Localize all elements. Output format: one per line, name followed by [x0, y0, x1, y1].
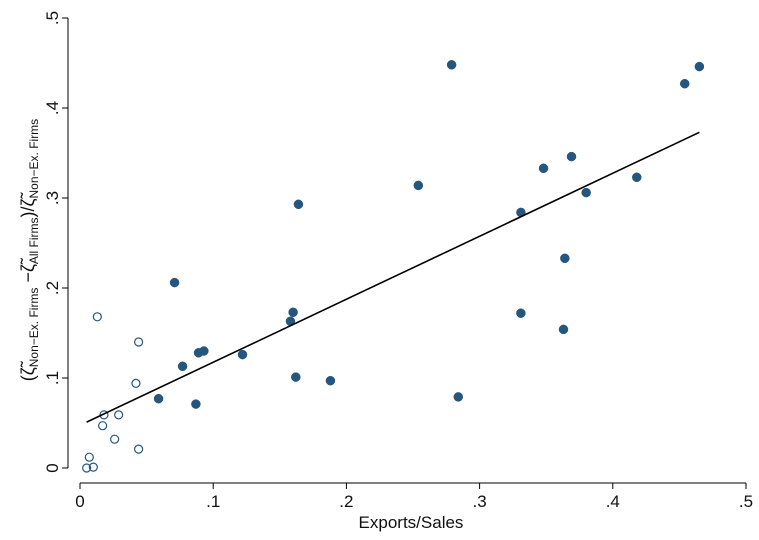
y-axis-label-part: −ζ̃	[18, 257, 38, 287]
point	[288, 307, 298, 318]
x-tick-label: .1	[206, 492, 220, 511]
point	[453, 392, 464, 402]
point	[153, 393, 164, 404]
x-tick-label: .3	[473, 492, 487, 511]
point	[679, 78, 690, 89]
point	[516, 308, 526, 318]
point	[114, 410, 124, 420]
y-axis-label-part: Non−Ex. Firms	[27, 119, 41, 199]
point	[82, 463, 92, 473]
y-tick-label: .4	[43, 101, 62, 115]
x-tick-label: .4	[606, 492, 620, 511]
y-axis-label-part: All Firms	[27, 217, 41, 264]
point	[98, 421, 108, 431]
point	[92, 312, 102, 322]
point	[191, 399, 201, 409]
point	[293, 199, 304, 210]
point	[694, 61, 705, 72]
x-tick-label: .5	[739, 492, 753, 511]
point	[177, 361, 188, 372]
point	[237, 349, 248, 360]
x-tick-label: 0	[75, 492, 84, 511]
point	[325, 375, 336, 386]
point	[193, 348, 204, 358]
point	[134, 337, 144, 347]
point	[291, 372, 301, 382]
y-axis-label: (ζ̃Non−Ex. Firms −ζ̃All Firms)/ζ̃Non−Ex.…	[18, 119, 41, 381]
point	[446, 60, 457, 70]
y-tick-label: .2	[43, 281, 62, 295]
point	[169, 277, 180, 288]
point	[538, 163, 549, 174]
point	[558, 324, 569, 335]
point	[131, 378, 141, 388]
point	[566, 151, 577, 162]
y-tick-label: 0	[43, 463, 62, 472]
y-tick-label: .5	[43, 11, 62, 25]
point	[581, 187, 591, 198]
x-tick-label: .2	[339, 492, 353, 511]
y-axis-label-part: Non−Ex. Firms	[27, 288, 41, 368]
point	[632, 172, 642, 183]
point	[99, 410, 109, 420]
point	[84, 452, 94, 462]
point	[110, 434, 120, 444]
point	[134, 444, 144, 454]
y-tick-label: .1	[43, 371, 62, 385]
y-tick-label: .3	[43, 191, 62, 205]
x-axis-label: Exports/Sales	[359, 513, 464, 532]
fit-line	[86, 131, 700, 423]
point	[88, 462, 98, 472]
point	[560, 253, 570, 264]
point	[413, 180, 424, 191]
